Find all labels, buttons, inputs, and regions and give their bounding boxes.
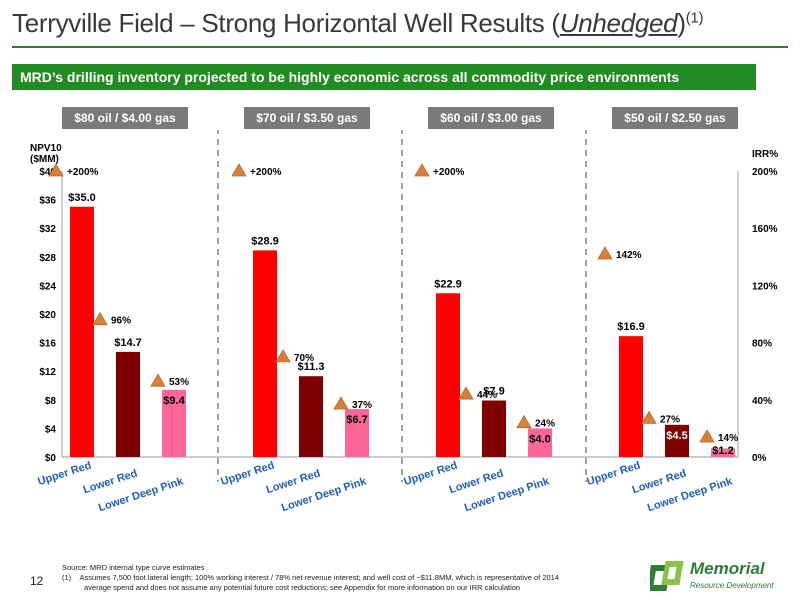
irr-label: 14% [718,433,738,444]
y-tick-label: $12 [39,367,56,378]
y2-tick-label: 200% [752,167,778,178]
y2-tick-label: 80% [752,339,772,350]
y2-tick-label: 0% [752,453,767,464]
bar-lower-red [482,400,506,457]
bar-value-label: $14.7 [114,337,142,349]
irr-marker-icon [231,163,247,177]
page-number: 12 [30,574,44,588]
price-scenario-60: $60 oil / $3.00 gas [428,107,554,129]
bar-lower-red [116,351,140,457]
y-axis-title-line1: NPV10 [30,143,62,154]
y2-tick-label: 160% [752,224,778,235]
npv-irr-chart: NPV10($MM) IRR% $0 $4 $8 $12 $16 $20 $24 $28 $32 $3… [30,130,778,514]
irr-label: 24% [535,419,555,430]
y2-tick-label: 40% [752,396,772,407]
bar-lower-red [299,376,323,457]
y-tick-label: $16 [39,339,56,350]
bar-lower-deep-pink [528,428,552,457]
irr-label: +200% [67,167,99,178]
bar-value-label: $11.3 [298,361,325,373]
irr-marker-icon [641,410,657,424]
y-axis-title-line2: ($MM) [30,154,59,165]
bar-lower-deep-pink [162,389,186,457]
bar-upper-red [436,293,460,457]
price-scenario-50: $50 oil / $2.50 gas [612,107,738,129]
y-tick-label: $20 [39,310,56,321]
price-scenario-80: $80 oil / $4.00 gas [62,107,188,129]
y-tick-label: $28 [39,253,56,264]
irr-label: +200% [433,167,465,178]
irr-label: 27% [660,414,680,425]
irr-marker-icon [516,414,532,429]
bar-value-label: $22.9 [434,278,462,290]
bar-value-label: $4.5 [666,430,687,442]
irr-marker-icon [333,396,349,410]
bar-value-label: $6.7 [346,414,367,426]
irr-label: 44% [477,390,497,401]
logo-name: Memorial [690,559,765,578]
bar-value-label: $28.9 [251,235,279,247]
irr-label: 53% [169,377,189,388]
y-tick-label: $0 [45,453,57,464]
logo-tagline: Resource Development [690,581,774,590]
bar-lower-deep-pink [345,409,369,457]
irr-label: 37% [352,400,372,411]
y-tick-label: $32 [39,224,56,235]
key-message-banner: MRD’s drilling inventory projected to be… [12,64,756,90]
irr-marker-icon [699,429,715,443]
y-tick-label: $4 [45,424,57,435]
page-title: Terryville Field – Strong Horizontal Wel… [12,8,704,38]
bar-lower-red [665,424,689,457]
title-divider [12,46,788,48]
irr-marker-icon [458,386,474,400]
title-footnote-ref: (1) [685,9,704,27]
irr-label: 96% [111,316,131,327]
price-scenario-70: $70 oil / $3.50 gas [244,107,370,129]
footnote-1-line-2: average spend and does not assume any po… [84,583,521,592]
bar-value-label: $4.0 [529,433,550,445]
irr-marker-icon [275,349,291,363]
bar-value-label: $7.9 [483,386,504,398]
y-tick-label: $40 [39,167,56,178]
irr-marker-icon [48,163,64,177]
title-unhedged: Unhedged [559,8,678,38]
bar-value-label: $16.9 [617,321,645,333]
irr-marker-icon [597,246,613,260]
bar-upper-red [253,250,277,457]
y-tick-label: $8 [45,396,57,407]
y2-axis-title: IRR% [752,149,778,160]
irr-label: 70% [294,353,314,364]
irr-label: +200% [250,167,282,178]
irr-label: 142% [616,250,642,261]
company-logo: Memorial Resource Development [650,557,790,597]
logo-mark-icon [650,561,684,591]
irr-marker-icon [414,163,430,177]
bar-value-label: $1.2 [712,445,733,457]
y-tick-label: $24 [39,281,56,292]
irr-marker-icon [150,373,166,387]
bar-upper-red [619,336,643,457]
bar-value-label: $35.0 [68,192,96,204]
footnote-1-line-1: (1) Assumes 7,500 foot lateral length; 1… [62,573,560,582]
y-tick-label: $36 [39,196,56,207]
source-note: Source: MRD internal type curve estimate… [62,563,205,572]
bar-upper-red [70,206,94,457]
irr-marker-icon [92,311,108,326]
y2-tick-label: 120% [752,281,778,292]
bar-lower-deep-pink [711,448,735,457]
bar-value-label: $9.4 [163,395,185,407]
